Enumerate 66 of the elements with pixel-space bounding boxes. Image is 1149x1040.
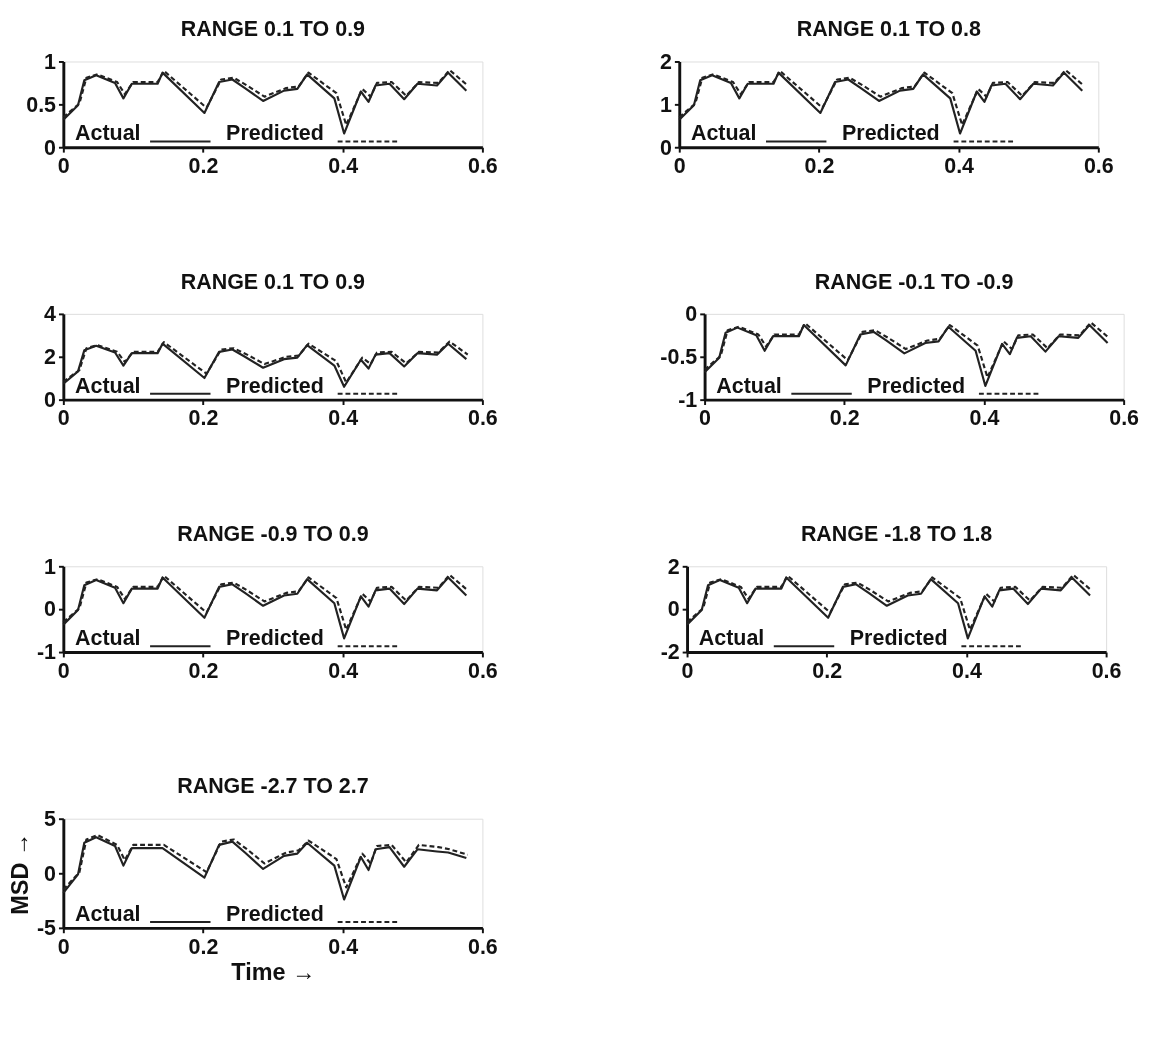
x-tick-label: 0.2 — [188, 658, 219, 683]
legend-label: Actual — [75, 121, 141, 146]
x-tick-label: 0.6 — [467, 154, 498, 179]
chart-title: RANGE -0.9 TO 0.9 — [177, 521, 369, 546]
x-tick-label: 0.4 — [969, 406, 1000, 431]
x-tick-label: 0.6 — [467, 934, 498, 959]
x-tick-label: 0.6 — [467, 658, 498, 683]
y-tick-label: 5 — [44, 807, 57, 832]
legend-label: Actual — [75, 626, 141, 651]
chart-title: RANGE -1.8 TO 1.8 — [800, 521, 993, 546]
x-tick-label: 0.4 — [328, 154, 359, 179]
y-tick-label: 0 — [685, 302, 698, 327]
x-tick-label: 0.4 — [328, 934, 359, 959]
y-tick-label: 2 — [667, 554, 680, 579]
x-tick-label: 0.4 — [328, 406, 359, 431]
chart-title: RANGE -0.1 TO -0.9 — [814, 269, 1014, 294]
x-tick-label: 0.6 — [1109, 406, 1140, 431]
y-tick-label: 0 — [44, 135, 57, 160]
line-series — [62, 836, 468, 901]
y-tick-label: 0 — [44, 387, 57, 412]
x-tick-label: 0.4 — [944, 154, 975, 179]
chart-title: RANGE 0.1 TO 0.8 — [796, 17, 981, 42]
y-tick-label: 0 — [667, 597, 680, 622]
y-tick-label: -2 — [660, 640, 680, 665]
legend-label: Actual — [698, 626, 765, 651]
x-tick-label: 0.6 — [467, 406, 498, 431]
chart-title: RANGE 0.1 TO 0.9 — [180, 17, 366, 42]
y-tick-label: 0 — [660, 135, 673, 160]
chart-title: RANGE 0.1 TO 0.9 — [180, 269, 366, 294]
legend-label: Predicted — [842, 121, 940, 146]
x-tick-label: 0.2 — [188, 406, 219, 431]
y-tick-label: -1 — [36, 640, 57, 665]
legend-label: Predicted — [867, 373, 966, 398]
y-tick-label: 1 — [44, 554, 57, 579]
legend-label: Actual — [75, 373, 141, 398]
legend-label: Actual — [716, 373, 782, 398]
x-tick-label: 0.2 — [804, 154, 835, 179]
y-tick-label: 1 — [660, 92, 673, 117]
y-axis-title: MSD → — [7, 832, 34, 915]
legend-label: Predicted — [226, 373, 324, 398]
x-tick-label: 0.4 — [952, 658, 982, 683]
x-tick-label: 0.4 — [328, 658, 359, 683]
x-tick-label: 0.2 — [188, 934, 219, 959]
chart-title: RANGE -2.7 TO 2.7 — [177, 774, 369, 799]
x-tick-label: 0.2 — [188, 154, 219, 179]
y-tick-label: -0.5 — [660, 345, 698, 370]
y-tick-label: 2 — [660, 49, 673, 74]
legend-label: Actual — [75, 902, 141, 927]
legend-label: Predicted — [226, 121, 324, 146]
y-tick-label: 0 — [44, 861, 57, 886]
legend-label: Predicted — [849, 626, 948, 651]
legend-label: Predicted — [226, 902, 324, 927]
x-tick-label: 0.6 — [1083, 154, 1114, 179]
y-tick-label: 0 — [44, 597, 57, 622]
y-tick-label: 4 — [44, 302, 57, 327]
x-axis-title: Time → — [231, 959, 316, 986]
y-tick-label: -5 — [36, 916, 57, 941]
legend-label: Actual — [690, 121, 757, 146]
x-tick-label: 0.6 — [1091, 658, 1122, 683]
x-tick-label: 0.2 — [812, 658, 843, 683]
y-tick-label: 0.5 — [26, 92, 57, 117]
x-tick-label: 0.2 — [829, 406, 860, 431]
y-tick-label: 1 — [44, 49, 57, 74]
y-tick-label: -1 — [678, 387, 698, 412]
y-tick-label: 2 — [44, 345, 57, 370]
legend-label: Predicted — [226, 626, 324, 651]
